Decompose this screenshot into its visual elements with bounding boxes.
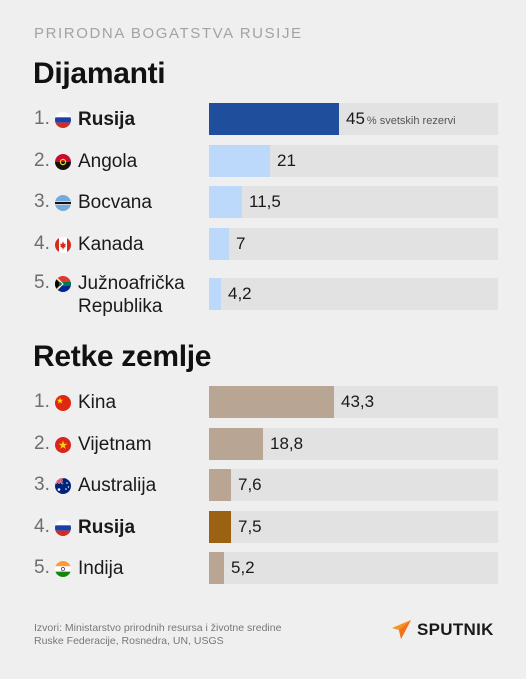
sputnik-logo-text: SPUTNIK bbox=[417, 620, 494, 639]
country-name: Angola bbox=[78, 151, 138, 172]
value-label: 7,6 bbox=[238, 475, 262, 495]
value-number: 21 bbox=[277, 151, 296, 170]
sputnik-logo-icon bbox=[392, 620, 411, 639]
source-note: Izvori: Ministarstvo prirodnih resursa i… bbox=[34, 622, 282, 647]
rank-label: 1. bbox=[34, 108, 50, 129]
value-label: 7 bbox=[236, 234, 245, 254]
rank-label: 5. bbox=[34, 557, 50, 578]
sputnik-logo: SPUTNIK bbox=[390, 619, 494, 641]
china-flag-icon bbox=[55, 395, 71, 411]
rank-label: 1. bbox=[34, 391, 50, 412]
value-number: 11,5 bbox=[249, 192, 281, 211]
country-name: Rusija bbox=[78, 109, 136, 130]
page-kicker: PRIRODNA BOGATSTVA RUSIJE bbox=[34, 25, 303, 42]
india-flag-icon bbox=[55, 561, 71, 577]
value-number: 45 bbox=[346, 109, 365, 128]
russia-flag-icon bbox=[55, 520, 71, 536]
country-name-line: Južnoafrička bbox=[78, 273, 185, 294]
chart-row: 3. Australija 7,6 bbox=[0, 469, 526, 501]
value-label: 45% svetskih rezervi bbox=[346, 109, 456, 129]
value-number: 18,8 bbox=[270, 434, 304, 453]
bar-track: 21 bbox=[209, 145, 498, 177]
country-name: Bocvana bbox=[78, 192, 152, 213]
vietnam-flag-icon bbox=[55, 437, 71, 453]
bar-track: 7 bbox=[209, 228, 498, 260]
country-name: Južnoafrička Republika bbox=[78, 272, 185, 318]
bar-track: 7,5 bbox=[209, 511, 498, 543]
country-name: Kanada bbox=[78, 234, 144, 255]
bar-track: 11,5 bbox=[209, 186, 498, 218]
chart-row: 5. Indija 5,2 bbox=[0, 552, 526, 584]
country-name-line: Republika bbox=[78, 296, 163, 317]
russia-flag-icon bbox=[55, 112, 71, 128]
bar-track: 45% svetskih rezervi bbox=[209, 103, 498, 135]
country-name: Kina bbox=[78, 392, 117, 413]
rank-label: 4. bbox=[34, 516, 50, 537]
botswana-flag-icon bbox=[55, 195, 71, 211]
value-number: 5,2 bbox=[231, 558, 255, 577]
chart-row: 1. Kina 43,3 bbox=[0, 386, 526, 418]
value-label: 11,5 bbox=[249, 192, 281, 212]
value-label: 43,3 bbox=[341, 392, 374, 412]
diamonds-title: Dijamanti bbox=[33, 57, 166, 90]
chart-row: 2. Vijetnam 18,8 bbox=[0, 428, 526, 460]
bar bbox=[209, 511, 231, 543]
rare-earths-title: Retke zemlje bbox=[33, 340, 212, 373]
rank-label: 2. bbox=[34, 433, 50, 454]
value-label: 7,5 bbox=[238, 517, 262, 537]
bar-track: 43,3 bbox=[209, 386, 498, 418]
country-name: Australija bbox=[78, 475, 157, 496]
value-number: 4,2 bbox=[228, 284, 252, 303]
value-label: 4,2 bbox=[228, 284, 252, 304]
bar bbox=[209, 552, 224, 584]
bar-track: 7,6 bbox=[209, 469, 498, 501]
bar bbox=[209, 228, 229, 260]
bar bbox=[209, 428, 263, 460]
unit-note: % svetskih rezervi bbox=[366, 115, 456, 127]
country-name: Indija bbox=[78, 558, 124, 579]
value-label: 21 bbox=[277, 151, 296, 171]
bar bbox=[209, 186, 242, 218]
south-africa-flag-icon bbox=[55, 276, 71, 292]
chart-row: 1. Rusija 45% svetskih rezervi bbox=[0, 103, 526, 135]
value-label: 5,2 bbox=[231, 558, 255, 578]
rank-label: 4. bbox=[34, 233, 50, 254]
angola-flag-icon bbox=[55, 154, 71, 170]
australia-flag-icon bbox=[55, 478, 71, 494]
rank-label: 3. bbox=[34, 191, 50, 212]
bar-track: 5,2 bbox=[209, 552, 498, 584]
country-name: Vijetnam bbox=[78, 434, 152, 455]
bar-track: 4,2 bbox=[209, 278, 498, 310]
bar-track: 18,8 bbox=[209, 428, 498, 460]
canada-flag-icon bbox=[55, 237, 71, 253]
country-name: Rusija bbox=[78, 517, 136, 538]
chart-row: 3. Bocvana 11,5 bbox=[0, 186, 526, 218]
chart-row: 4. Rusija 7,5 bbox=[0, 511, 526, 543]
bar bbox=[209, 278, 221, 310]
value-number: 7 bbox=[236, 234, 246, 253]
bar bbox=[209, 469, 231, 501]
value-number: 7,6 bbox=[238, 475, 262, 494]
value-number: 7,5 bbox=[238, 517, 262, 536]
value-number: 43,3 bbox=[341, 392, 375, 411]
value-label: 18,8 bbox=[270, 434, 303, 454]
chart-row: 5. Južnoafrička Republika 4,2 bbox=[0, 270, 526, 320]
bar bbox=[209, 145, 270, 177]
chart-row: 2. Angola 21 bbox=[0, 145, 526, 177]
bar bbox=[209, 386, 334, 418]
chart-row: 4. Kanada 7 bbox=[0, 228, 526, 260]
bar bbox=[209, 103, 339, 135]
rank-label: 5. bbox=[34, 272, 50, 293]
rank-label: 3. bbox=[34, 474, 50, 495]
rank-label: 2. bbox=[34, 150, 50, 171]
